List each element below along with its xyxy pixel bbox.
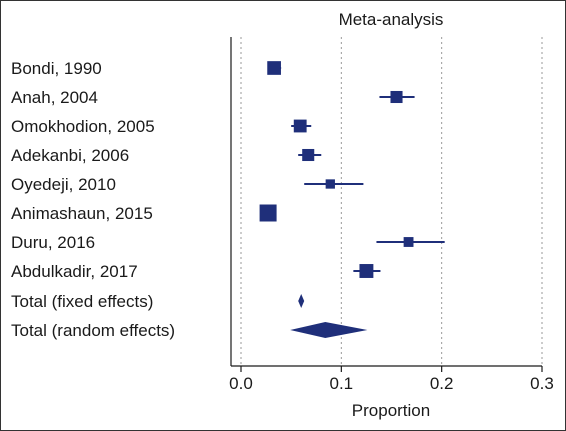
study-labels: Bondi, 1990 Anah, 2004 Omokhodion, 2005 Ade… [11, 59, 175, 340]
study-label: Omokhodion, 2005 [11, 117, 155, 136]
study-estimate-square [302, 148, 315, 162]
study-estimate-square [259, 204, 277, 222]
x-tick-label: 0.3 [530, 374, 554, 393]
study-label: Duru, 2016 [11, 233, 95, 252]
study-estimate-square [325, 179, 335, 189]
data-marks [259, 61, 445, 338]
study-estimate-square [390, 90, 403, 104]
study-estimate-square [359, 264, 374, 278]
x-tick-label: 0.2 [430, 374, 454, 393]
study-estimate-square [267, 61, 281, 75]
x-tick-label: 0.1 [330, 374, 354, 393]
pooled-estimate-diamond [298, 294, 305, 308]
study-label: Adekanbi, 2006 [11, 146, 129, 165]
grid-lines [240, 37, 543, 366]
pooled-label: Total (random effects) [11, 321, 175, 340]
study-label: Bondi, 1990 [11, 59, 102, 78]
chart-title: Meta-analysis [339, 10, 444, 29]
study-estimate-square [293, 119, 307, 133]
x-axis: 0.0 0.1 0.2 0.3 [229, 37, 554, 393]
study-estimate-square [403, 237, 414, 247]
x-tick-label: 0.0 [229, 374, 253, 393]
pooled-label: Total (fixed effects) [11, 292, 153, 311]
study-label: Oyedeji, 2010 [11, 175, 116, 194]
study-label: Abdulkadir, 2017 [11, 262, 138, 281]
study-label: Animashaun, 2015 [11, 204, 153, 223]
study-label: Anah, 2004 [11, 88, 98, 107]
pooled-estimate-diamond [290, 322, 368, 338]
x-axis-label: Proportion [352, 401, 430, 420]
